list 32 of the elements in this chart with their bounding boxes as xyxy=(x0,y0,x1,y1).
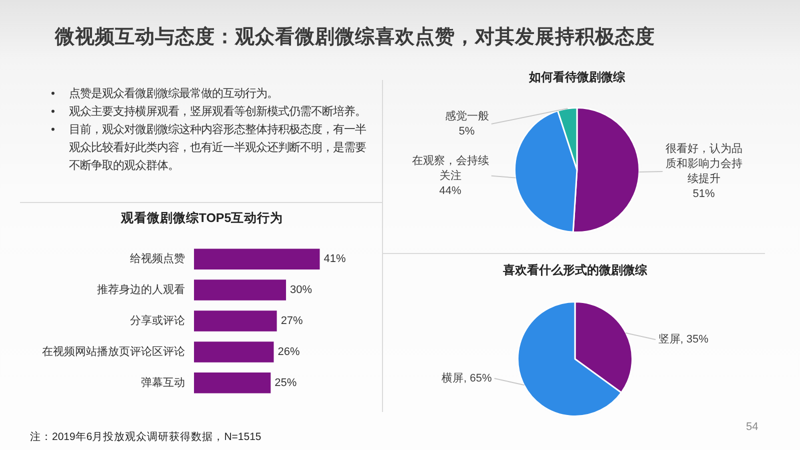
data-label: 41% xyxy=(324,253,346,266)
data-label: 44% xyxy=(439,184,462,197)
text: 微视频互动与态度：观众看微剧微综喜欢点赞，对其发展持积极态度 xyxy=(55,25,655,50)
data-label: 27% xyxy=(280,315,304,328)
text: • 目前，观众对微剧微综这种内容形态整体持积极态度，有一半观众比较看好此类内容，也有近一半观众还判断不明，是需要不断争取的观众群体。 xyxy=(51,124,366,172)
slice-label: 竖屏, 35% xyxy=(658,334,709,346)
chart-title: 如何看待微剧微综 xyxy=(528,69,626,85)
bar xyxy=(194,372,271,394)
y-tick-label: 给视频点赞 xyxy=(130,252,185,266)
y-tick-label: 分享或评论 xyxy=(130,314,185,328)
data-label: 26% xyxy=(278,346,300,358)
bar xyxy=(194,248,320,270)
slice-label: 在观察，会持续关注 xyxy=(412,154,489,182)
bar xyxy=(194,342,274,362)
data-label: 25% xyxy=(274,376,297,389)
chart-title: 观看微剧微综TOP5互动行为 xyxy=(120,210,284,226)
y-tick-label: 弹幕互动 xyxy=(141,376,185,389)
y-tick-label: 推荐身边的人观看 xyxy=(97,283,185,296)
slice-label: 很看好，认为品质和影响力会持续提升 xyxy=(665,142,742,185)
text: 注：2019年6月投放观众调研获得数据，N=1515 xyxy=(30,430,262,444)
chart-title: 喜欢看什么形式的微剧微综 xyxy=(502,262,648,278)
text: • 观众主要支持横屏观看，竖屏观看等创新模式仍需不断培养。 xyxy=(51,106,366,118)
data-label: 5% xyxy=(458,125,475,138)
y-tick-label: 在视频网站播放页评论区评论 xyxy=(42,344,185,358)
slice-label: 感觉一般 xyxy=(444,109,489,122)
bar xyxy=(194,310,277,332)
text: 54 xyxy=(746,420,758,434)
data-label: 51% xyxy=(692,188,715,200)
slice-label: 横屏, 65% xyxy=(442,372,492,385)
text: • 点赞是观众看微剧微综最常做的互动行为。 xyxy=(51,88,278,100)
data-label: 30% xyxy=(290,284,312,296)
bar xyxy=(194,280,286,300)
